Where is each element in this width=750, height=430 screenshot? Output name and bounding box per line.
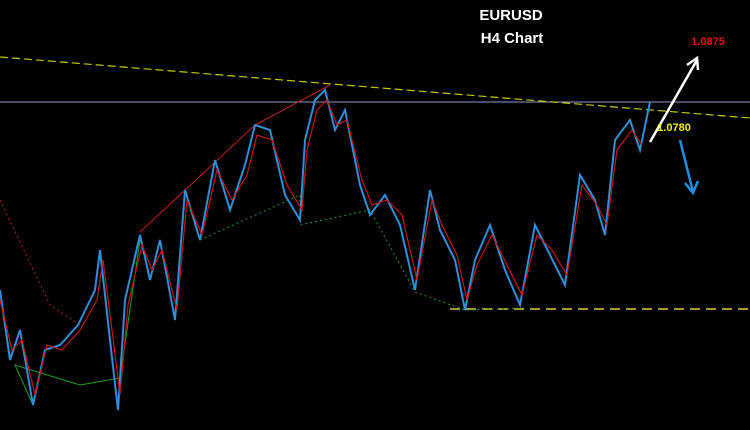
arrow-down xyxy=(678,139,700,196)
zigzag xyxy=(199,194,526,311)
target-label: 1.0875 xyxy=(691,36,725,48)
arrow-up xyxy=(648,55,700,143)
price-path xyxy=(0,88,651,411)
zigzag xyxy=(14,239,141,406)
price-path-bear xyxy=(0,98,643,396)
title: EURUSD xyxy=(479,7,543,24)
level-label: 1.0780 xyxy=(657,122,691,134)
trendline xyxy=(0,56,750,119)
zigzag xyxy=(0,199,81,326)
subtitle: H4 Chart xyxy=(481,30,544,47)
